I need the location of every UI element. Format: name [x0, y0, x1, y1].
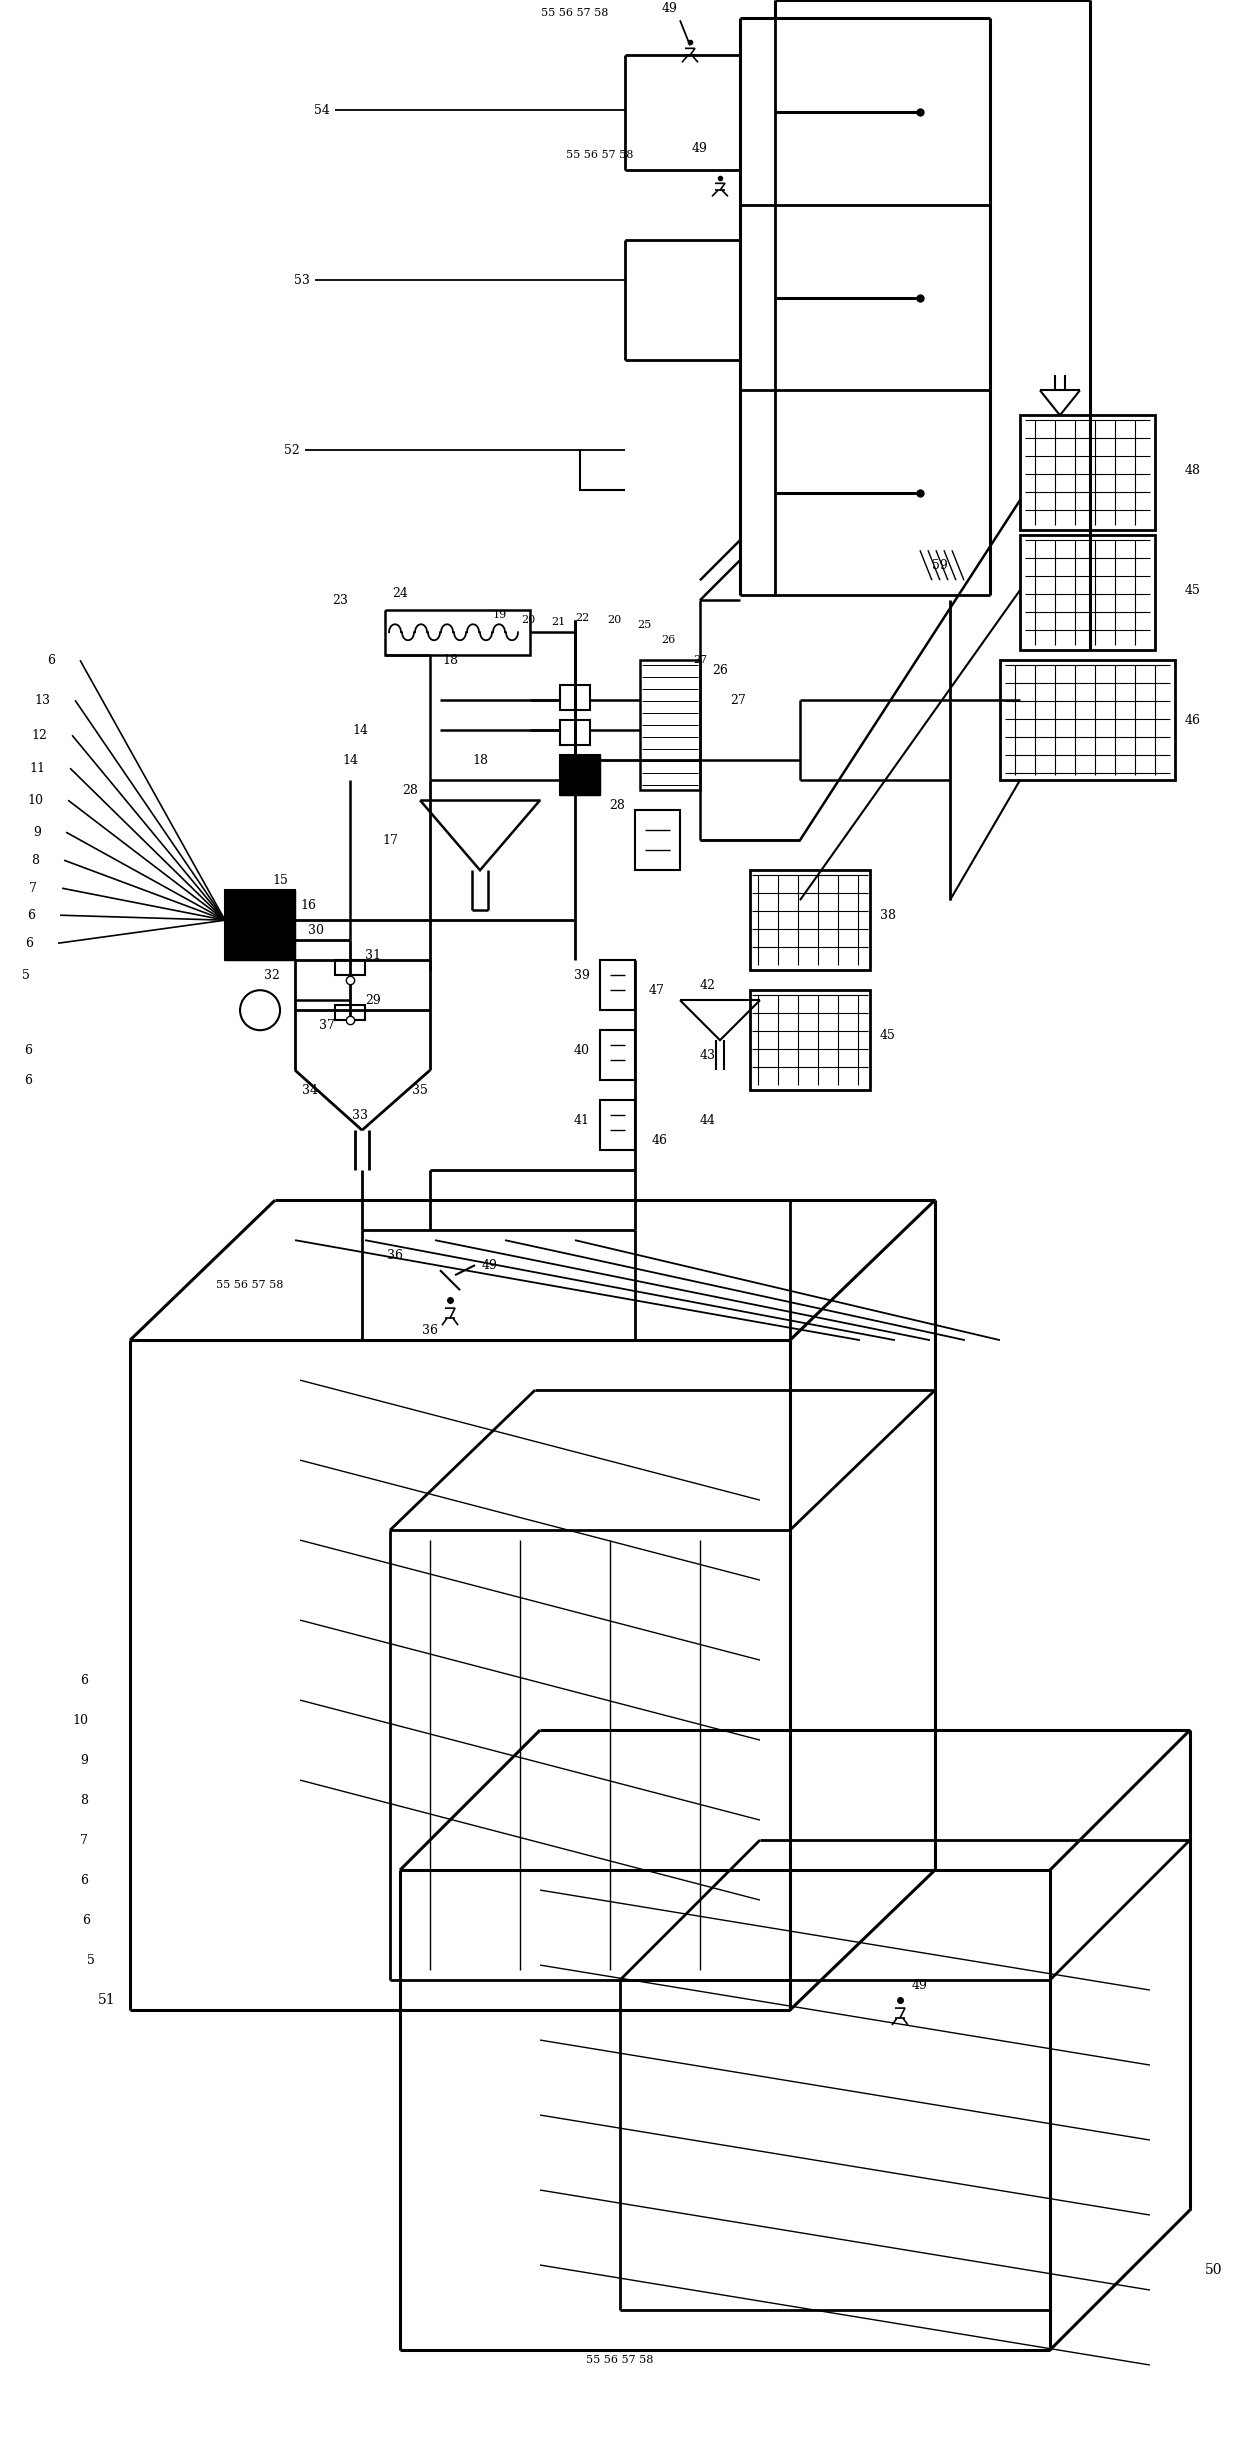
Bar — [224, 889, 295, 960]
Text: 49: 49 — [692, 142, 708, 154]
Text: 45: 45 — [1185, 584, 1200, 596]
Bar — [560, 721, 590, 745]
Text: 42: 42 — [701, 980, 715, 992]
Bar — [335, 960, 365, 975]
Bar — [560, 755, 600, 796]
Bar — [1021, 535, 1154, 650]
Text: 47: 47 — [649, 985, 665, 997]
Bar — [560, 684, 590, 711]
Text: 44: 44 — [701, 1114, 715, 1126]
Text: 34: 34 — [303, 1085, 317, 1097]
Bar — [600, 960, 635, 1011]
Text: 49: 49 — [913, 1979, 928, 1991]
Text: 20: 20 — [606, 616, 621, 625]
Text: 10: 10 — [72, 1713, 88, 1727]
Text: 19: 19 — [492, 611, 507, 621]
Text: 23: 23 — [332, 594, 348, 606]
Text: 26: 26 — [661, 635, 675, 645]
Text: 28: 28 — [402, 784, 418, 796]
Text: 43: 43 — [701, 1048, 715, 1063]
Text: 6: 6 — [24, 1043, 32, 1058]
Bar — [600, 1099, 635, 1151]
Bar — [600, 1031, 635, 1080]
Text: 6: 6 — [25, 936, 33, 950]
Text: 14: 14 — [352, 723, 368, 738]
Text: 16: 16 — [300, 899, 316, 911]
Text: 46: 46 — [1185, 713, 1200, 726]
Text: 6: 6 — [24, 1072, 32, 1087]
Text: 59: 59 — [932, 559, 947, 572]
Text: 52: 52 — [284, 445, 300, 457]
Text: 49: 49 — [482, 1258, 498, 1273]
Text: 22: 22 — [575, 613, 589, 623]
Text: 36: 36 — [387, 1248, 403, 1261]
Text: 26: 26 — [712, 664, 728, 677]
Text: 35: 35 — [412, 1085, 428, 1097]
Text: 55 56 57 58: 55 56 57 58 — [542, 7, 609, 20]
Text: 27: 27 — [730, 694, 745, 706]
Text: 32: 32 — [264, 970, 280, 982]
Text: 20: 20 — [521, 616, 536, 625]
Text: 30: 30 — [308, 923, 324, 936]
Text: 41: 41 — [574, 1114, 590, 1126]
Text: 18: 18 — [441, 655, 458, 667]
Text: 24: 24 — [392, 586, 408, 601]
Bar — [999, 660, 1176, 779]
Text: 11: 11 — [29, 762, 45, 774]
Bar — [750, 989, 870, 1090]
Text: 36: 36 — [422, 1324, 438, 1336]
Text: 51: 51 — [98, 1993, 115, 2008]
Text: 45: 45 — [880, 1029, 895, 1041]
Text: 38: 38 — [880, 909, 897, 921]
Text: 6: 6 — [81, 1874, 88, 1886]
Text: 55 56 57 58: 55 56 57 58 — [216, 1280, 284, 1290]
Text: 25: 25 — [637, 621, 651, 630]
Text: 9: 9 — [81, 1754, 88, 1766]
Bar — [640, 660, 701, 789]
Text: 55 56 57 58: 55 56 57 58 — [587, 2355, 653, 2365]
Text: 21: 21 — [551, 618, 565, 628]
Text: 6: 6 — [81, 1673, 88, 1686]
Bar — [635, 811, 680, 870]
Text: 18: 18 — [472, 755, 489, 767]
Bar — [750, 870, 870, 970]
Text: 40: 40 — [574, 1043, 590, 1058]
Text: 7: 7 — [30, 882, 37, 894]
Text: 14: 14 — [342, 755, 358, 767]
Text: 17: 17 — [382, 833, 398, 848]
Text: 27: 27 — [693, 655, 707, 664]
Text: 48: 48 — [1185, 464, 1200, 476]
Text: 53: 53 — [294, 274, 310, 286]
Text: 29: 29 — [365, 994, 381, 1007]
Text: 12: 12 — [31, 728, 47, 743]
Text: 33: 33 — [352, 1109, 368, 1121]
Text: 28: 28 — [609, 799, 625, 811]
Text: 55 56 57 58: 55 56 57 58 — [567, 151, 634, 161]
Bar — [1021, 415, 1154, 530]
Text: 50: 50 — [1205, 2262, 1223, 2277]
Text: 13: 13 — [33, 694, 50, 706]
Text: 46: 46 — [652, 1134, 668, 1146]
Text: 54: 54 — [314, 103, 330, 117]
Text: 10: 10 — [27, 794, 43, 806]
Text: 8: 8 — [81, 1793, 88, 1805]
Text: 6: 6 — [27, 909, 35, 921]
Text: 37: 37 — [319, 1019, 335, 1031]
Text: 39: 39 — [574, 970, 590, 982]
Text: 5: 5 — [22, 970, 30, 982]
Text: 6: 6 — [47, 655, 55, 667]
Text: 6: 6 — [82, 1913, 91, 1928]
Bar — [335, 1004, 365, 1021]
Bar — [224, 889, 295, 960]
Text: 31: 31 — [365, 948, 381, 963]
Text: 7: 7 — [81, 1835, 88, 1847]
Text: 9: 9 — [33, 826, 41, 838]
Text: 5: 5 — [87, 1954, 95, 1967]
Text: 8: 8 — [31, 853, 40, 867]
Text: 49: 49 — [662, 2, 678, 15]
Text: 15: 15 — [272, 875, 288, 887]
Bar — [560, 755, 600, 796]
